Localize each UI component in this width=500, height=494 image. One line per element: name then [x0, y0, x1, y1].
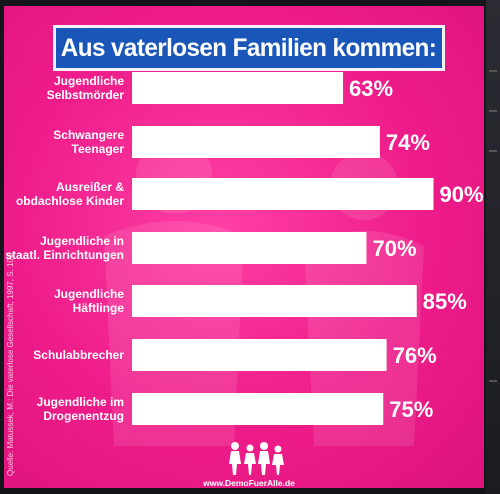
- category-label: Schulabbrecher: [33, 348, 124, 362]
- category-label: Ausreißer &: [56, 180, 124, 194]
- strip-mark: [489, 380, 497, 382]
- category-label: obdachlose Kinder: [16, 194, 124, 208]
- value-label: 90%: [440, 182, 484, 207]
- category-label: Selbstmörder: [47, 88, 125, 102]
- strip-mark: [489, 70, 497, 72]
- bar: [132, 178, 434, 210]
- bar: [132, 126, 380, 158]
- bar: [132, 72, 344, 104]
- family-logo-icon: [229, 442, 284, 475]
- category-label: Schwangere: [53, 128, 124, 142]
- title-banner: Aus vaterlosen Familien kommen:: [56, 28, 442, 68]
- strip-mark: [489, 150, 497, 152]
- infographic-poster: Aus vaterlosen Familien kommen: Jugendli…: [4, 6, 484, 488]
- bar: [132, 232, 367, 264]
- bar: [132, 339, 387, 371]
- strip-mark: [489, 110, 497, 112]
- value-label: 76%: [393, 343, 437, 368]
- category-label: Häftlinge: [73, 301, 125, 315]
- category-label: Jugendliche: [54, 287, 124, 301]
- chart-title: Aus vaterlosen Familien kommen:: [61, 33, 437, 62]
- value-label: 63%: [349, 76, 393, 101]
- category-label: Teenager: [72, 142, 125, 156]
- window-edge-strip: [486, 0, 500, 494]
- website-url: www.DemoFuerAlle.de: [203, 478, 295, 488]
- category-label: staatl. Einrichtungen: [5, 248, 124, 262]
- category-label: Jugendliche im: [37, 395, 124, 409]
- bar: [132, 393, 384, 425]
- bar: [132, 285, 417, 317]
- value-label: 74%: [386, 130, 430, 155]
- category-label: Drogenentzug: [43, 409, 124, 423]
- category-label: Jugendliche in: [40, 234, 124, 248]
- value-label: 70%: [373, 236, 417, 261]
- category-label: Jugendliche: [54, 74, 124, 88]
- source-citation: Quelle: Matussek, M.: Die vaterlose Gese…: [6, 253, 15, 476]
- value-label: 85%: [423, 289, 467, 314]
- value-label: 75%: [389, 397, 433, 422]
